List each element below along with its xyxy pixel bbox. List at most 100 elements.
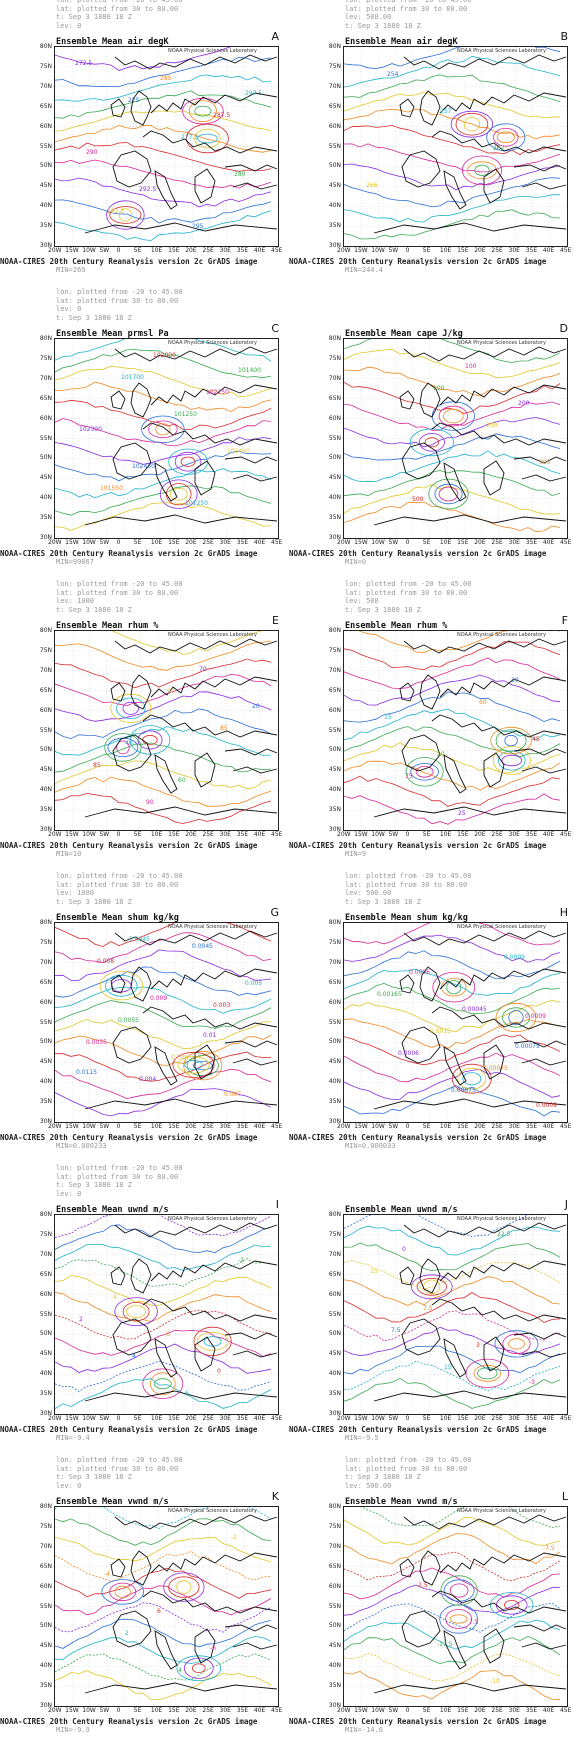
contour-line [55, 776, 272, 807]
panel-letter: B [560, 30, 568, 43]
panel-footer: NOAA-CIRES 20th Century Reanalysis versi… [0, 1425, 258, 1434]
lat-tick-label: 50N [328, 1622, 341, 1630]
lon-tick-label: 15E [168, 247, 180, 254]
contour-line [344, 194, 561, 223]
contour-line [55, 418, 272, 447]
lat-tick-label: 70N [39, 1250, 52, 1258]
min-value-label: MIN=0.000233 [56, 1142, 107, 1150]
lat-tick-label: 70N [328, 1542, 341, 1550]
contour-label: 101700 [121, 374, 144, 381]
lon-tick-label: 15E [457, 247, 469, 254]
contour-label: 2 [125, 1630, 129, 1637]
contour-label: 6 [157, 1608, 161, 1615]
min-value-label: MIN=-9.5 [345, 1434, 379, 1442]
contour-label: 0.0009 [504, 954, 525, 961]
lat-tick-label: 65N [328, 1562, 341, 1570]
lat-tick-label: 40N [328, 202, 341, 210]
lon-tick-label: 10E [150, 1123, 163, 1130]
lat-tick-label: 30N [39, 1702, 52, 1709]
lon-tick-label: 10E [439, 1415, 452, 1422]
contour-label: 4 [178, 1667, 182, 1674]
coastline [84, 1514, 278, 1694]
contour-label: 70 [199, 666, 207, 673]
metadata-line: lat: plotted from 30 to 80.00 [56, 4, 179, 13]
contour-ring [463, 116, 481, 132]
contour-label: 0.0009 [536, 1102, 557, 1109]
lon-tick-label: 35E [236, 539, 249, 546]
lat-tick-label: 60N [39, 706, 52, 714]
contour-ring [109, 206, 142, 224]
contour-ring [126, 1305, 147, 1318]
lat-tick-label: 40N [39, 1370, 52, 1378]
contour-ring [185, 123, 229, 154]
contour-map: 60 45 75 25 30 15 20 [344, 631, 567, 830]
lat-tick-label: 55N [328, 142, 341, 150]
lat-tick-label: 70N [328, 1250, 341, 1258]
contour-line [344, 55, 561, 88]
lon-tick-label: 5E [422, 247, 431, 254]
lon-tick-label: 10W [371, 247, 385, 254]
contour-line [55, 631, 263, 655]
lat-tick-label: 70N [328, 82, 341, 90]
lon-tick-label: 5E [422, 1123, 431, 1130]
lat-tick-label: 60N [328, 414, 341, 422]
lon-tick-label: 10W [82, 247, 96, 254]
lon-tick-label: 15W [354, 1415, 368, 1422]
lon-tick-label: 5E [133, 831, 142, 838]
lat-tick-label: 80N [328, 1211, 341, 1218]
lat-tick-label: 50N [328, 746, 341, 754]
panel-metadata: lon: plotted from -20 to 45.00 lat: plott… [345, 0, 471, 30]
contour-label: 3 [476, 1342, 480, 1349]
lat-tick-label: 35N [328, 806, 341, 814]
map-plot-area: 0.003 0.0035 0.004 0.0045 0.005 0.0055 0.006 0.… [54, 922, 279, 1123]
contour-ring [150, 1372, 176, 1396]
contour-line [55, 339, 272, 362]
contour-label: 101400 [227, 448, 250, 455]
lon-tick-label: 30E [219, 247, 231, 254]
contour-ring [155, 423, 171, 436]
contour-label: 0.0006 [398, 1050, 419, 1057]
contour-ring [159, 479, 198, 509]
contour-label: 20 [437, 751, 445, 758]
contour-line [344, 1276, 561, 1306]
contour-label: 45 [532, 736, 540, 743]
contour-label: -6 [210, 1645, 216, 1652]
lon-tick-label: 5E [133, 1415, 142, 1422]
contour-ring [118, 208, 132, 222]
lon-tick-label: 0 [405, 1123, 410, 1130]
map-panel-i: lon: plotted from -20 to 45.00 lat: plott… [0, 1164, 289, 1456]
lon-tick-label: 5E [133, 1123, 142, 1130]
contour-label: 0.0035 [86, 1039, 107, 1046]
contour-ring [410, 763, 439, 781]
metadata-line: lon: plotted from -20 to 45.00 [345, 1456, 472, 1464]
contour-label: 0.009 [150, 995, 167, 1002]
panel-metadata: lon: plotted from -20 to 45.00 lat: plott… [345, 1456, 471, 1490]
metadata-line: lon: plotted from -20 to 45.00 [56, 0, 183, 4]
contour-label: 0.0045 [129, 936, 150, 943]
panel-metadata: lon: plotted from -20 to 45.00 lat: plott… [56, 288, 182, 322]
contour-label: 15 [444, 1364, 452, 1371]
panel-title: Ensemble Mean shum kg/kg [345, 913, 468, 923]
lat-tick-label: 65N [328, 1270, 341, 1278]
lon-tick-label: 25E [202, 1415, 214, 1422]
contour-line [55, 90, 272, 119]
panel-footer: NOAA-CIRES 20th Century Reanalysis versi… [289, 1425, 547, 1434]
min-value-label: MIN=99867 [56, 558, 94, 566]
panel-letter: D [559, 322, 568, 335]
contour-line [55, 1068, 272, 1100]
contour-line [344, 1345, 561, 1375]
lon-tick-label: 35E [525, 1415, 538, 1422]
lat-tick-label: 55N [39, 434, 52, 442]
map-plot-area: 90 85 85 90 70 20 40 60 [54, 630, 279, 831]
contour-line [344, 209, 561, 240]
lon-tick-label: 45E [271, 1415, 283, 1422]
lon-tick-label: 5W [388, 831, 399, 838]
lon-tick-label: 10W [371, 539, 385, 546]
lon-tick-label: 10W [371, 1123, 385, 1130]
metadata-line: lev: 0 [56, 1481, 82, 1490]
metadata-line: lev: 0 [56, 305, 82, 313]
contour-label: 266 [366, 182, 378, 189]
panel-letter: F [561, 614, 568, 627]
map-panel-l: lon: plotted from -20 to 45.00 lat: plott… [289, 1456, 578, 1748]
panel-metadata: lon: plotted from -20 to 45.00 lat: plott… [345, 580, 471, 614]
